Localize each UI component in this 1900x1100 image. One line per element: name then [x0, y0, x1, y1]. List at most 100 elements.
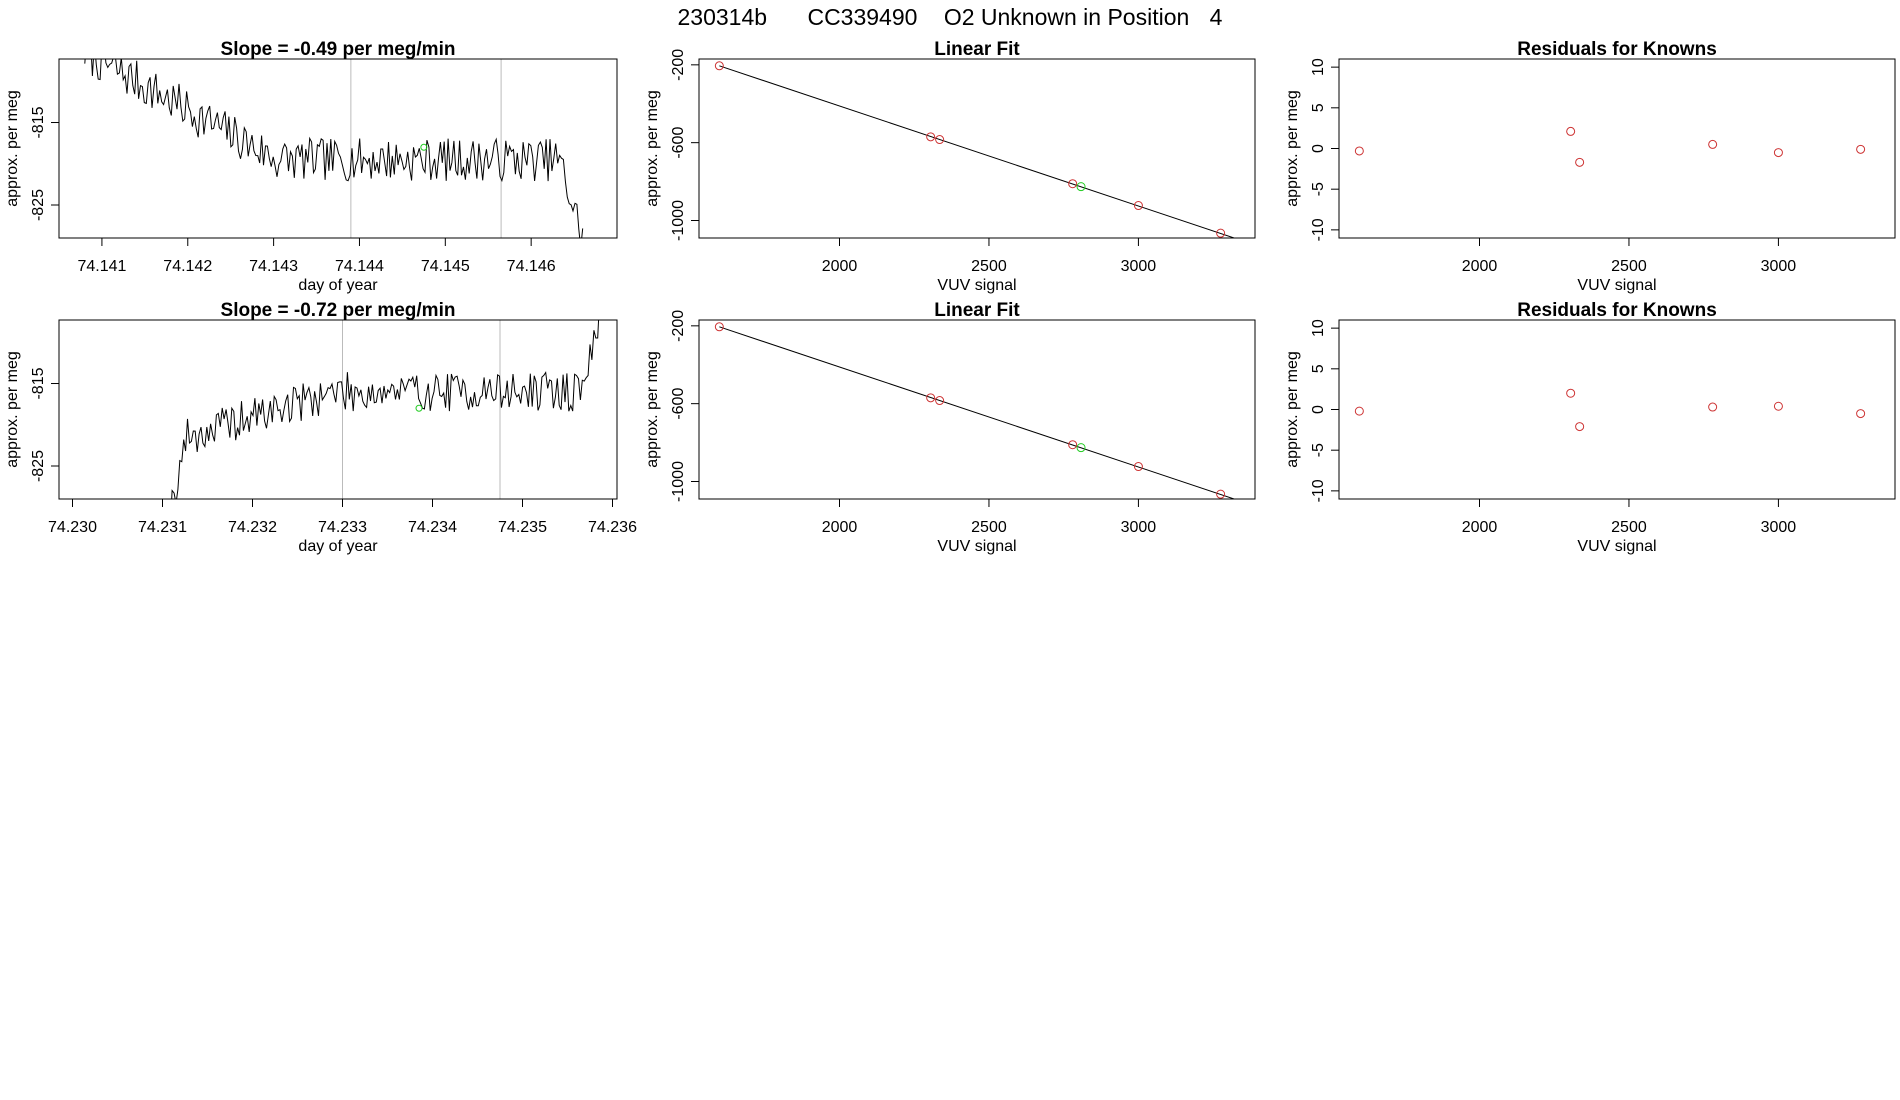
x-tick-label: 74.233	[318, 519, 367, 536]
x-axis-label: VUV signal	[1577, 277, 1656, 294]
y-tick-label: 5	[1310, 364, 1327, 373]
y-tick-label: -825	[30, 189, 47, 221]
plot-area	[1354, 126, 1866, 167]
known-point	[714, 322, 724, 332]
plot-frame	[698, 58, 1256, 239]
residual-point	[1708, 402, 1718, 412]
residual-point	[1708, 139, 1718, 149]
y-tick-label: -1000	[670, 200, 687, 241]
x-tick-label: 74.143	[249, 258, 298, 275]
y-tick-label: -5	[1310, 443, 1327, 457]
known-point	[926, 393, 936, 403]
residual-point	[1773, 148, 1783, 158]
unknown-marker	[415, 404, 423, 412]
y-tick-label: -815	[30, 367, 47, 399]
chart-title: Linear Fit	[934, 39, 1020, 60]
fit-line	[719, 326, 1236, 499]
y-tick-label: 0	[1310, 405, 1327, 414]
figure-title-label: O2 Unknown in Position	[944, 4, 1189, 30]
x-tick-label: 3000	[1761, 519, 1797, 536]
plot-area	[714, 322, 1236, 499]
unknown-point	[1076, 182, 1086, 192]
residual-point	[1566, 126, 1576, 136]
fit-line	[719, 65, 1236, 238]
plot-frame	[58, 58, 618, 239]
figure-title-run: 230314b	[678, 4, 768, 30]
x-axis-label: VUV signal	[937, 538, 1016, 555]
chart-ts2: Slope = -0.72 per meg/min 74.230 74.231 74.…	[4, 300, 637, 555]
x-tick-label: 2500	[1611, 519, 1647, 536]
y-tick-label: -825	[30, 450, 47, 482]
known-point	[935, 396, 945, 406]
x-tick-label: 74.230	[48, 519, 97, 536]
y-tick-label: -1000	[670, 461, 687, 502]
y-axis-label: approx. per meg	[1284, 90, 1301, 207]
x-tick-label: 74.236	[588, 519, 637, 536]
figure-title: 230314b CC339490 O2 Unknown in Position …	[678, 4, 1223, 30]
known-point	[1133, 201, 1143, 211]
chart-title: Linear Fit	[934, 300, 1020, 321]
x-tick-label: 2500	[971, 258, 1007, 275]
residual-point	[1856, 144, 1866, 154]
residual-point	[1354, 146, 1364, 156]
x-axis-label: day of year	[298, 538, 378, 555]
x-tick-label: 2000	[822, 519, 858, 536]
plot-area	[714, 61, 1236, 238]
y-tick-label: 10	[1310, 319, 1327, 337]
residual-point	[1354, 406, 1364, 416]
x-tick-label: 2000	[822, 258, 858, 275]
known-point	[1216, 228, 1226, 238]
figure-title-tank: CC339490	[807, 4, 917, 30]
residual-point	[1575, 422, 1585, 432]
known-point	[935, 135, 945, 145]
residual-point	[1856, 409, 1866, 419]
x-tick-label: 3000	[1761, 258, 1797, 275]
known-point	[1068, 179, 1078, 189]
y-axis-label: approx. per meg	[1284, 351, 1301, 468]
signal-line	[171, 320, 600, 499]
known-point	[714, 61, 724, 71]
x-tick-label: 2000	[1462, 519, 1498, 536]
x-axis-label: VUV signal	[1577, 538, 1656, 555]
y-tick-label: -200	[670, 310, 687, 342]
x-axis-label: VUV signal	[937, 277, 1016, 294]
y-axis-label: approx. per meg	[644, 90, 661, 207]
unknown-marker	[420, 143, 428, 151]
chart-fit2: Linear Fit 2000 2500 3000 -200 -600 -1000 VUV s…	[644, 300, 1256, 555]
plot-area	[84, 59, 584, 238]
x-tick-label: 2000	[1462, 258, 1498, 275]
y-tick-label: 5	[1310, 103, 1327, 112]
x-tick-label: 74.234	[408, 519, 457, 536]
residual-point	[1566, 388, 1576, 398]
x-tick-label: 74.231	[138, 519, 187, 536]
x-tick-label: 74.146	[507, 258, 556, 275]
y-axis-label: approx. per meg	[644, 351, 661, 468]
plot-area	[1354, 388, 1866, 432]
plot-area	[171, 320, 600, 499]
plot-frame	[1338, 319, 1896, 500]
y-axis-label: approx. per meg	[4, 90, 21, 207]
x-tick-label: 3000	[1121, 258, 1157, 275]
y-tick-label: -10	[1310, 218, 1327, 241]
y-tick-label: -815	[30, 106, 47, 138]
known-point	[1133, 462, 1143, 472]
chart-res2: Residuals for Knowns 2000 2500 3000 10 5 0 -5 -1…	[1284, 300, 1896, 555]
known-point	[926, 132, 936, 142]
y-tick-label: -200	[670, 49, 687, 81]
x-tick-label: 74.144	[335, 258, 384, 275]
y-tick-label: -5	[1310, 182, 1327, 196]
y-tick-label: 10	[1310, 58, 1327, 76]
chart-res1: Residuals for Knowns 2000 2500 3000 10 5 0 -5 -1…	[1284, 39, 1896, 294]
x-tick-label: 74.141	[77, 258, 126, 275]
x-tick-label: 2500	[1611, 258, 1647, 275]
x-tick-label: 74.232	[228, 519, 277, 536]
x-tick-label: 74.142	[163, 258, 212, 275]
signal-line	[84, 59, 584, 238]
known-point	[1068, 440, 1078, 450]
residual-point	[1773, 401, 1783, 411]
chart-title: Residuals for Knowns	[1517, 300, 1717, 321]
x-tick-label: 74.235	[498, 519, 547, 536]
plot-frame	[58, 319, 618, 500]
plot-frame	[698, 319, 1256, 500]
